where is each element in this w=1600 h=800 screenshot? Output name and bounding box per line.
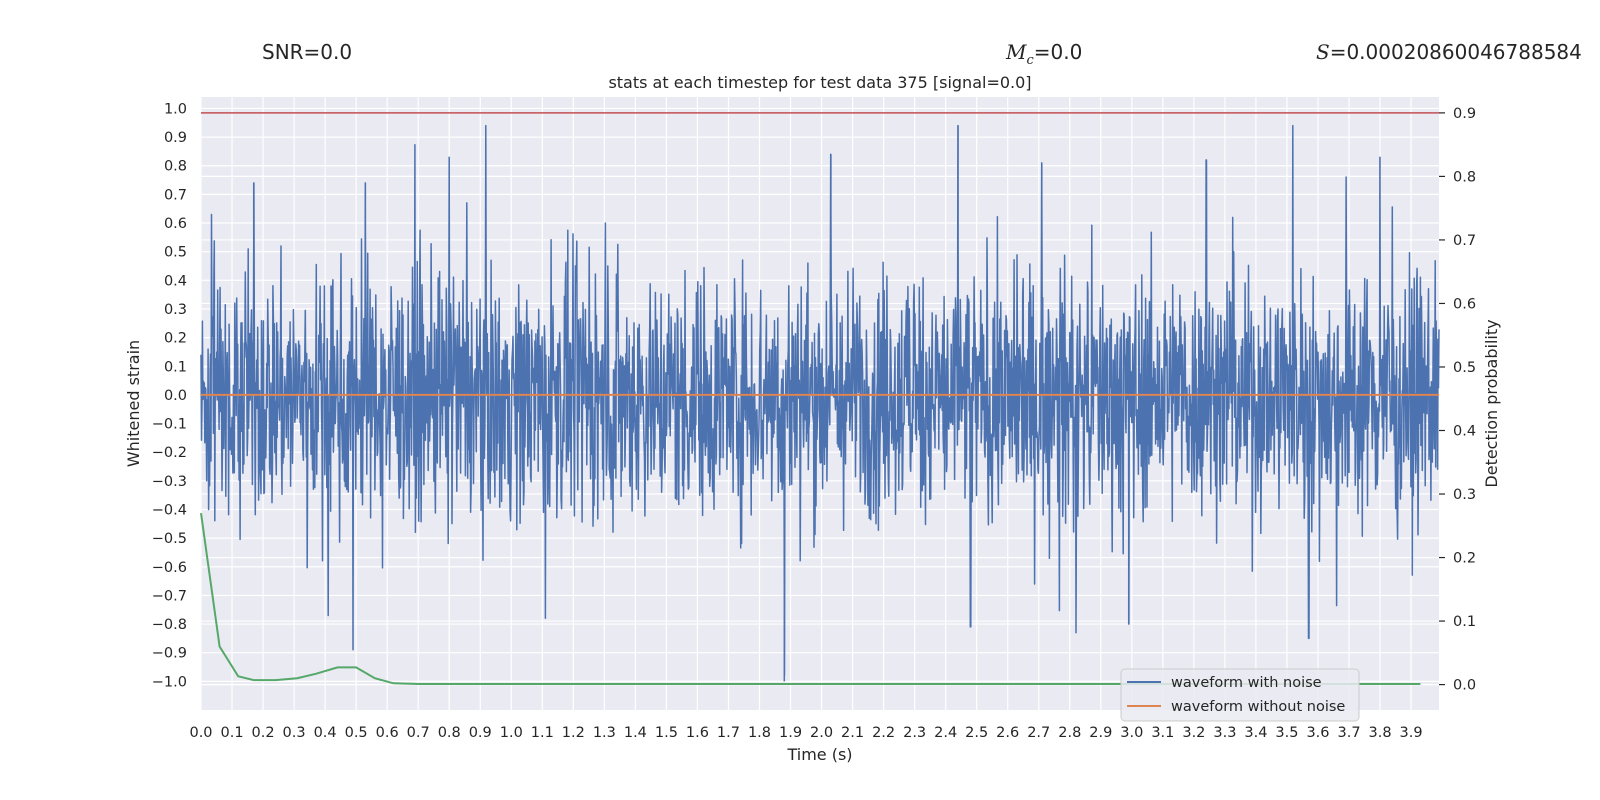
y-axis-label: Whitened strain xyxy=(124,340,143,467)
y2-tick-label: 0.0 xyxy=(1453,678,1476,694)
y2-tick-label: 0.1 xyxy=(1453,614,1476,630)
x-tick-label: 0.3 xyxy=(283,725,306,741)
y-tick-label: −0.2 xyxy=(152,445,187,461)
y-tick-label: −0.6 xyxy=(152,560,187,576)
y-tick-label: 0.6 xyxy=(164,216,187,232)
y2-tick-label: 0.5 xyxy=(1453,360,1476,376)
x-tick-label: 2.7 xyxy=(1027,725,1050,741)
s-stat: S=0.00020860046788584 xyxy=(1316,40,1582,64)
legend-label: waveform with noise xyxy=(1171,675,1322,691)
x-tick-label: 2.2 xyxy=(872,725,895,741)
x-tick-label: 2.6 xyxy=(996,725,1019,741)
grid xyxy=(200,97,1439,710)
s-symbol: S xyxy=(1316,40,1330,64)
y2-axis-label: Detection probability xyxy=(1482,319,1501,487)
x-tick-label: 3.8 xyxy=(1369,725,1392,741)
y-tick-label: 0.8 xyxy=(164,159,187,175)
legend: waveform with noise waveform without nois… xyxy=(1120,668,1360,722)
x-tick-label: 2.3 xyxy=(903,725,926,741)
x-tick-label: 3.3 xyxy=(1213,725,1236,741)
x-tick-label: 0.7 xyxy=(407,725,430,741)
y2-tick-label: 0.6 xyxy=(1453,296,1476,312)
x-tick-label: 1.0 xyxy=(500,725,523,741)
chirp-mass-subscript: c xyxy=(1026,53,1034,68)
x-tick-label: 2.9 xyxy=(1089,725,1112,741)
legend-label: waveform without noise xyxy=(1171,699,1345,715)
axes: 0.0 0.1 0.2 0.3 0.4 0.5 0.6 0.7 0.8 0.9 1.0 1.1 1.2 1… xyxy=(152,101,1476,741)
series-waveform-with-noise xyxy=(200,124,1440,682)
y-tick-label: 0.2 xyxy=(164,331,187,347)
chirp-mass-symbol: M xyxy=(1006,40,1027,64)
y-tick-label: 0.4 xyxy=(164,273,187,289)
snr-stat: SNR=0.0 xyxy=(262,40,352,64)
x-tick-label: 0.8 xyxy=(438,725,461,741)
x-tick-label: 1.9 xyxy=(779,725,802,741)
legend-box xyxy=(1120,668,1360,722)
y-tick-label: −0.7 xyxy=(152,588,187,604)
x-tick-label: 1.2 xyxy=(562,725,585,741)
y-tick-label: 0.0 xyxy=(164,388,187,404)
x-tick-label: 3.2 xyxy=(1182,725,1205,741)
y-tick-label: −0.1 xyxy=(152,417,187,433)
y-tick-label: 0.1 xyxy=(164,359,187,375)
x-tick-label: 3.7 xyxy=(1337,725,1360,741)
x-tick-label: 1.6 xyxy=(686,725,709,741)
y2-tick-label: 0.2 xyxy=(1453,551,1476,567)
snr-label: SNR=0.0 xyxy=(262,40,353,64)
y2-tick-label: 0.8 xyxy=(1453,169,1476,185)
x-tick-label: 3.1 xyxy=(1151,725,1174,741)
y-tick-label: −0.4 xyxy=(152,502,187,518)
x-tick-label: 0.9 xyxy=(469,725,492,741)
y-tick-label: 0.7 xyxy=(164,187,187,203)
y-tick-label: 0.5 xyxy=(164,245,187,261)
x-tick-label: 3.4 xyxy=(1244,725,1267,741)
y-tick-label: −0.9 xyxy=(152,646,187,662)
x-tick-label: 0.1 xyxy=(220,725,243,741)
x-tick-label: 3.6 xyxy=(1306,725,1329,741)
x-tick-label: 3.0 xyxy=(1120,725,1143,741)
y-tick-label: −0.8 xyxy=(152,617,187,633)
chirp-mass-stat: Mc=0.0 xyxy=(1006,40,1082,68)
x-tick-label: 1.8 xyxy=(748,725,771,741)
s-value: =0.00020860046788584 xyxy=(1329,40,1582,64)
x-axis-label: Time (s) xyxy=(786,745,852,764)
x-tick-label: 1.5 xyxy=(655,725,678,741)
series xyxy=(200,112,1440,685)
y-tick-label: 1.0 xyxy=(164,101,187,117)
x-tick-label: 2.4 xyxy=(934,725,957,741)
x-tick-label: 1.4 xyxy=(624,725,647,741)
x-tick-label: 3.9 xyxy=(1400,725,1423,741)
y-tick-label: 0.3 xyxy=(164,302,187,318)
chirp-mass-value: =0.0 xyxy=(1033,40,1083,64)
x-tick-label: 0.5 xyxy=(345,725,368,741)
x-tick-label: 0.2 xyxy=(252,725,275,741)
x-tick-label: 0.0 xyxy=(189,725,212,741)
chart-title: stats at each timestep for test data 375… xyxy=(608,73,1031,92)
y-tick-label: −0.5 xyxy=(152,531,187,547)
y2-tick-label: 0.7 xyxy=(1453,233,1476,249)
y2-tick-label: 0.4 xyxy=(1453,423,1476,439)
y-tick-label: 0.9 xyxy=(164,130,187,146)
x-tick-label: 2.1 xyxy=(841,725,864,741)
x-tick-label: 1.7 xyxy=(717,725,740,741)
series-detection-probability xyxy=(200,512,1421,685)
x-tick-label: 0.6 xyxy=(376,725,399,741)
x-tick-label: 1.3 xyxy=(593,725,616,741)
x-tick-label: 1.1 xyxy=(531,725,554,741)
y2-tick-label: 0.3 xyxy=(1453,487,1476,503)
x-tick-label: 2.5 xyxy=(965,725,988,741)
x-tick-label: 2.8 xyxy=(1058,725,1081,741)
x-tick-label: 2.0 xyxy=(810,725,833,741)
y2-tick-label: 0.9 xyxy=(1453,106,1476,122)
x-tick-label: 0.4 xyxy=(314,725,337,741)
x-tick-label: 3.5 xyxy=(1275,725,1298,741)
y-tick-label: −1.0 xyxy=(152,674,187,690)
y-tick-label: −0.3 xyxy=(152,474,187,490)
